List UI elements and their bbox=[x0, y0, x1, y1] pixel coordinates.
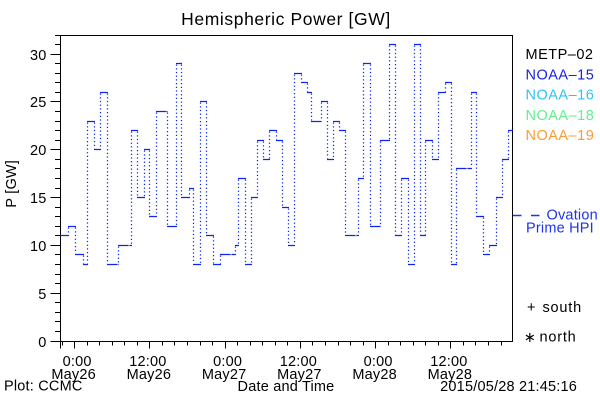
svg-text:20: 20 bbox=[30, 143, 47, 159]
svg-text:0:00: 0:00 bbox=[63, 354, 92, 370]
svg-text:NOAA–18: NOAA–18 bbox=[526, 108, 595, 124]
svg-text:12:00: 12:00 bbox=[129, 354, 166, 370]
svg-text:10: 10 bbox=[30, 239, 47, 255]
svg-text:Hemispheric Power [GW]: Hemispheric Power [GW] bbox=[181, 9, 391, 29]
svg-text:2015/05/28 21:45:16: 2015/05/28 21:45:16 bbox=[440, 379, 577, 395]
svg-text:0:00: 0:00 bbox=[213, 354, 242, 370]
svg-text:25: 25 bbox=[30, 95, 47, 111]
svg-text:May27: May27 bbox=[277, 367, 322, 383]
svg-text:METP–02: METP–02 bbox=[526, 47, 594, 63]
svg-text:May27: May27 bbox=[202, 367, 247, 383]
svg-text:May28: May28 bbox=[352, 367, 397, 383]
svg-text:May28: May28 bbox=[428, 367, 473, 383]
svg-text:12:00: 12:00 bbox=[430, 354, 467, 370]
svg-text:Prime HPI: Prime HPI bbox=[526, 221, 594, 237]
svg-text:NOAA–19: NOAA–19 bbox=[526, 128, 595, 144]
svg-text:Date and Time: Date and Time bbox=[238, 379, 335, 395]
svg-text:Plot: CCMC: Plot: CCMC bbox=[4, 379, 83, 395]
svg-text:∗: ∗ bbox=[524, 330, 536, 346]
svg-text:P [GW]: P [GW] bbox=[4, 160, 20, 208]
svg-text:+: + bbox=[527, 300, 536, 316]
svg-text:30: 30 bbox=[30, 48, 47, 64]
svg-text:0:00: 0:00 bbox=[364, 354, 393, 370]
svg-text:5: 5 bbox=[38, 287, 46, 303]
svg-text:0: 0 bbox=[38, 335, 46, 351]
svg-text:12:00: 12:00 bbox=[280, 354, 317, 370]
svg-text:north: north bbox=[540, 330, 577, 346]
svg-text:May26: May26 bbox=[51, 367, 96, 383]
svg-text:NOAA–16: NOAA–16 bbox=[526, 88, 595, 104]
svg-text:NOAA–15: NOAA–15 bbox=[526, 67, 595, 83]
svg-text:south: south bbox=[543, 300, 582, 316]
svg-text:15: 15 bbox=[30, 191, 47, 207]
svg-text:May26: May26 bbox=[127, 367, 172, 383]
svg-text:Ovation: Ovation bbox=[547, 208, 598, 224]
